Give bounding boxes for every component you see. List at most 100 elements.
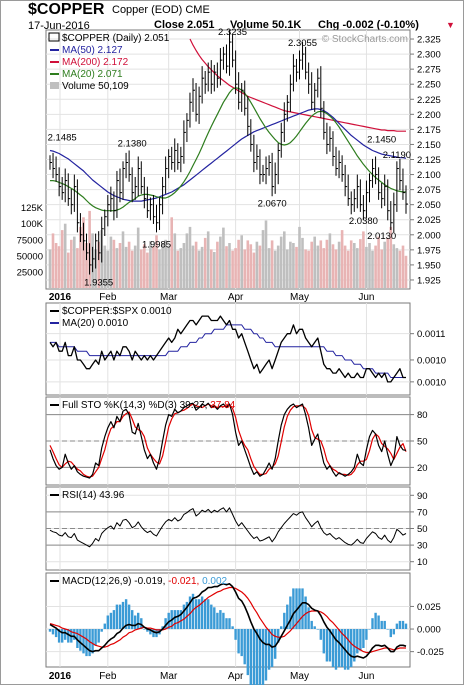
volume-bar xyxy=(316,245,320,288)
volume-bar xyxy=(307,250,310,288)
volume-bar xyxy=(292,243,295,288)
volume-bar xyxy=(386,237,389,288)
change-value: Chg -0.002 (-0.10%) xyxy=(318,19,419,31)
volume-bar xyxy=(328,233,332,288)
macd-histogram-bar xyxy=(331,629,335,667)
price-ytick-label: 1.975 xyxy=(417,245,441,256)
volume-bar xyxy=(136,227,140,288)
volume-bar xyxy=(197,250,201,288)
volume-bar xyxy=(158,249,161,288)
price-ytick-label: 2.225 xyxy=(417,95,441,106)
macd-histogram-bar xyxy=(264,629,268,681)
volume-bar xyxy=(76,248,79,288)
macd-histogram-bar xyxy=(216,612,219,630)
macd-xtick-label: Apr xyxy=(228,671,244,682)
volume-bar xyxy=(124,246,128,288)
legend-ratio-part: $COPPER:$SPX 0.0010 xyxy=(62,306,172,317)
macd-histogram-bar xyxy=(255,629,259,685)
macd-histogram-bar xyxy=(146,629,149,632)
macd-line xyxy=(49,583,407,659)
macd-histogram-bar xyxy=(398,620,402,629)
volume-bar xyxy=(70,239,73,288)
macd-histogram-bar xyxy=(137,612,140,630)
volume-bar xyxy=(79,226,82,288)
volume-bar xyxy=(191,245,195,288)
price-xtick-label: Apr xyxy=(228,292,244,303)
ratio-ytick-label: 0.0011 xyxy=(417,329,445,340)
legend-price-part: $COPPER (Daily) 2.051 xyxy=(62,33,170,44)
volume-bar xyxy=(243,249,246,288)
macd-histogram-bar xyxy=(185,601,189,629)
volume-bar xyxy=(127,241,131,288)
price-annotation: 2.0670 xyxy=(258,198,287,209)
price-ytick-label: 2.275 xyxy=(417,65,441,76)
legend-macd: MACD(12,26,9) -0.019, -0.021, 0.002 xyxy=(62,576,228,587)
macd-histogram-bar xyxy=(337,629,341,667)
macd-histogram-bar xyxy=(368,629,371,630)
volume-bar xyxy=(231,250,234,288)
legend-macd-part: -0.021, xyxy=(168,576,202,587)
volume-bar xyxy=(371,250,374,288)
legend-checkbox-icon xyxy=(48,32,60,42)
macd-histogram-bar xyxy=(176,610,179,630)
volume-bar xyxy=(395,248,399,288)
macd-histogram-bar xyxy=(292,588,295,630)
volume-bar xyxy=(319,240,323,288)
volume-bar xyxy=(130,250,134,288)
volume-bar xyxy=(334,249,338,288)
volume-bar xyxy=(143,244,146,288)
macd-histogram-bar xyxy=(225,618,228,629)
price-ytick-label: 1.950 xyxy=(417,260,441,271)
volume-bar xyxy=(301,237,304,288)
volume-bar xyxy=(51,233,55,288)
volume-bar xyxy=(237,239,240,288)
macd-histogram-bar xyxy=(277,629,280,643)
ma20-line xyxy=(50,87,406,212)
price-annotation: 2.3055 xyxy=(288,38,317,49)
macd-histogram-bar xyxy=(188,596,192,629)
macd-histogram-bar xyxy=(289,596,292,629)
volume-bar xyxy=(210,249,213,288)
macd-histogram-bar xyxy=(213,607,216,629)
macd-histogram-bar xyxy=(61,629,64,643)
macd-histogram-bar xyxy=(134,615,137,630)
volume-bar xyxy=(228,243,231,288)
volume-bar xyxy=(404,255,408,288)
volume-bar xyxy=(362,231,365,288)
volume-bar xyxy=(213,252,216,288)
volume-bar xyxy=(200,246,204,288)
volume-bar xyxy=(167,246,170,288)
volume-bar xyxy=(106,250,110,288)
volume-bar xyxy=(146,252,149,288)
watermark: © StockCharts.com xyxy=(322,34,408,45)
symbol-title: $COPPER xyxy=(28,1,105,18)
volume-bar xyxy=(97,241,100,288)
macd-histogram-bar xyxy=(109,612,113,630)
macd-histogram-bar xyxy=(280,626,283,629)
macd-histogram-bar xyxy=(304,596,307,629)
volume-bar xyxy=(286,249,289,288)
legend-ma200-part: MA(200) 2.172 xyxy=(62,57,129,68)
legend-volume-swatch xyxy=(50,82,59,89)
macd-histogram-bar xyxy=(380,620,383,629)
volume-bar xyxy=(182,243,186,288)
macd-histogram-bar xyxy=(334,629,338,670)
volume-bar xyxy=(82,217,85,288)
volume-bar xyxy=(140,249,143,288)
volume-bar xyxy=(261,230,265,288)
rsi-ytick-label: 10 xyxy=(417,557,428,568)
macd-histogram-bar xyxy=(283,612,286,630)
sto-ytick-label: 80 xyxy=(417,410,428,421)
close-value: Close 2.051 xyxy=(154,19,215,31)
macd-histogram-bar xyxy=(249,629,252,685)
macd-histogram-bar xyxy=(88,629,91,657)
price-ytick-label: 2.100 xyxy=(417,170,441,181)
price-ytick-label: 2.000 xyxy=(417,230,441,241)
price-ytick-label: 2.200 xyxy=(417,110,441,121)
volume-bar xyxy=(194,241,198,288)
legend-ma200: MA(200) 2.172 xyxy=(62,57,129,68)
price-ytick-label: 2.150 xyxy=(417,140,441,151)
volume-bar xyxy=(203,237,207,288)
legend-sto-part: 37.84 xyxy=(210,400,235,411)
macd-histogram-bar xyxy=(353,629,356,662)
